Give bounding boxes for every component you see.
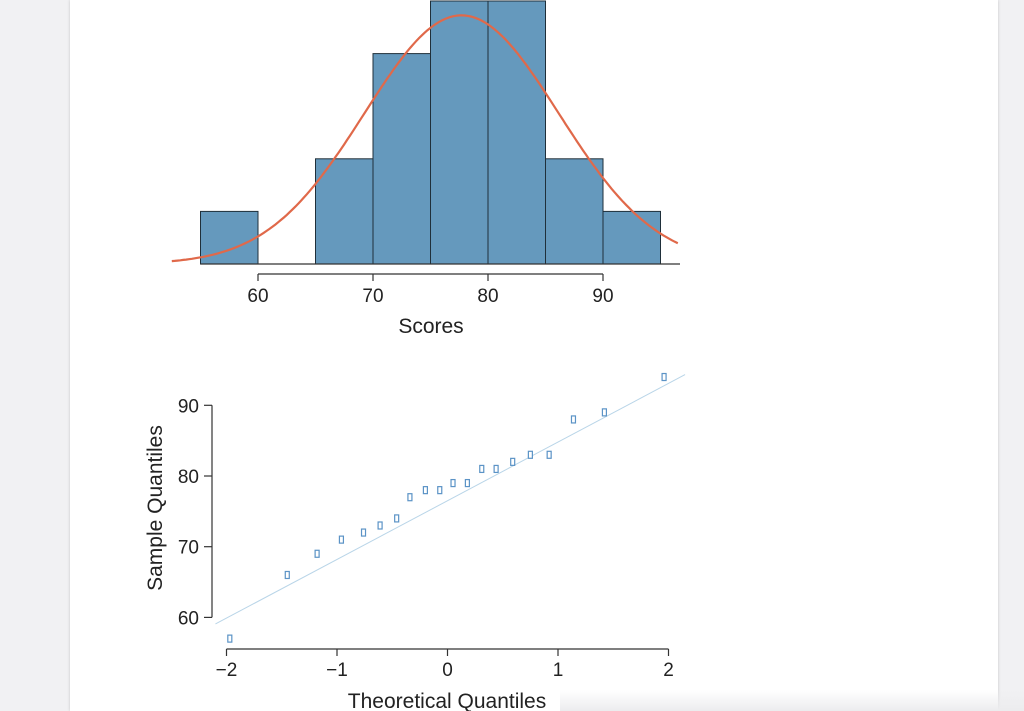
qq-y-axis: 60 70 80 90 xyxy=(178,396,213,629)
histogram-bar xyxy=(602,210,661,265)
qq-point xyxy=(464,478,470,488)
qq-x-tick-label: 0 xyxy=(442,660,453,681)
histogram-x-tick-label: 70 xyxy=(362,286,383,307)
qq-point xyxy=(422,486,428,495)
qq-point xyxy=(450,478,456,488)
qq-point xyxy=(407,493,413,502)
histogram-bars xyxy=(200,0,661,265)
qq-x-tick-label: −1 xyxy=(326,660,348,681)
qq-y-tick-label: 90 xyxy=(178,396,199,417)
histogram-bar xyxy=(487,0,546,265)
qq-x-axis-title: Theoretical Quantiles xyxy=(348,690,546,711)
qq-reference-line xyxy=(215,374,686,625)
qq-point xyxy=(360,528,367,537)
qq-point xyxy=(314,549,320,558)
qq-point xyxy=(527,450,533,459)
qq-point xyxy=(661,372,667,382)
qq-point xyxy=(601,408,608,417)
qq-y-tick-label: 80 xyxy=(178,467,199,488)
qq-point xyxy=(338,535,345,544)
histogram-x-tick-label: 90 xyxy=(592,286,613,307)
qq-y-tick-label: 70 xyxy=(178,538,199,559)
qq-plot-chart: −2 −1 0 1 2 60 70 80 90 Theoretical Quantiles S… xyxy=(144,372,686,711)
qq-y-axis-title: Sample Quantiles xyxy=(144,425,167,591)
histogram-bar xyxy=(372,53,431,265)
histogram-bar xyxy=(430,0,489,265)
qq-point xyxy=(479,464,485,474)
qq-point xyxy=(437,486,443,495)
histogram-x-tick-label: 60 xyxy=(247,286,268,307)
qq-y-tick-label: 60 xyxy=(178,608,199,629)
qq-point xyxy=(227,634,233,643)
qq-x-tick-label: 1 xyxy=(553,660,564,681)
qq-point xyxy=(284,570,290,580)
qq-point xyxy=(493,464,499,474)
qq-x-tick-label: −2 xyxy=(216,660,238,681)
histogram-bar xyxy=(315,158,374,265)
histogram-x-axis-title: Scores xyxy=(398,315,463,338)
normal-curve xyxy=(171,14,679,263)
histogram-bar xyxy=(545,158,604,265)
qq-point xyxy=(394,514,400,523)
qq-point xyxy=(546,450,552,459)
qq-x-tick-label: 2 xyxy=(663,660,674,681)
qq-point xyxy=(377,521,383,530)
qq-points xyxy=(227,372,667,643)
histogram-chart: 60 70 80 90 Scores xyxy=(171,0,680,338)
histogram-x-axis: 60 70 80 90 xyxy=(247,273,614,307)
qq-x-axis: −2 −1 0 1 2 xyxy=(216,648,674,681)
histogram-x-tick-label: 80 xyxy=(477,286,498,307)
qq-point xyxy=(570,415,577,424)
qq-point xyxy=(510,457,516,466)
